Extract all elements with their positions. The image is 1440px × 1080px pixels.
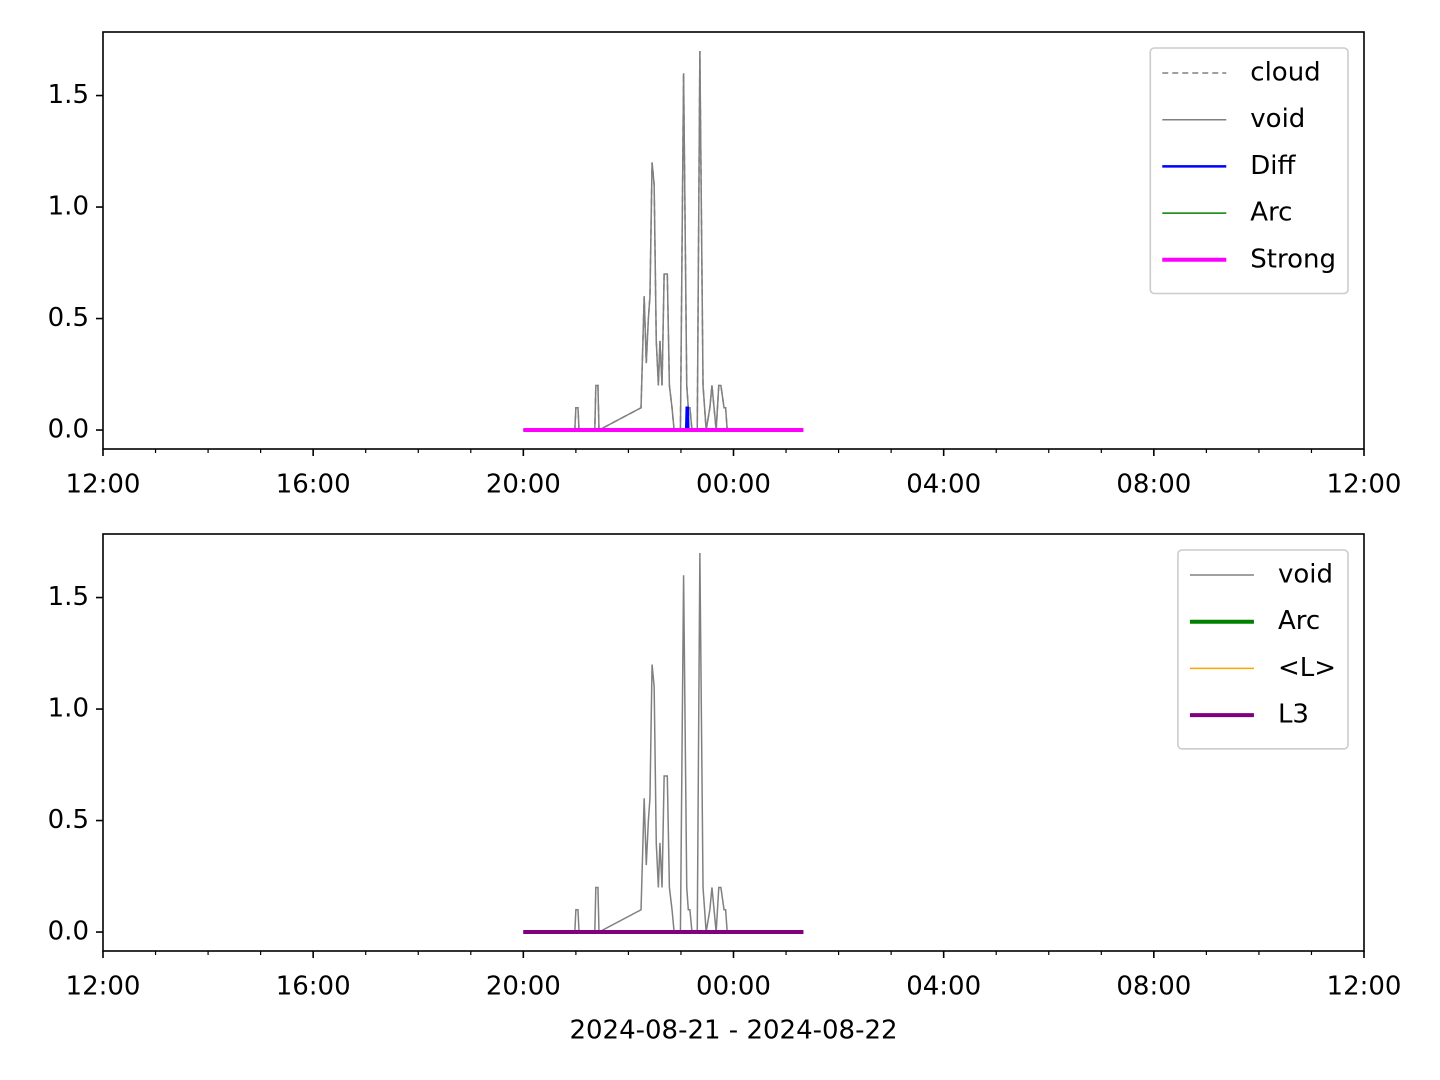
y-tick-label: 1.0 [48,192,89,222]
series-line [523,50,804,432]
x-tick-label: 20:00 [486,972,561,1002]
x-axis-label: 2024-08-21 - 2024-08-22 [569,1016,897,1046]
series-line [523,552,804,934]
axes-frame [102,533,1365,952]
legend-label: Arc [1250,198,1292,228]
y-tick-label: 1.0 [48,694,89,724]
x-tick-label: 08:00 [1116,470,1191,500]
x-tick-label: 12:00 [1327,470,1402,500]
legend: void Arc <L> L3 [1177,549,1349,750]
x-tick-label: 16:00 [276,470,351,500]
legend-label: Arc [1278,606,1320,636]
x-tick-label: 00:00 [696,972,771,1002]
legend-label: cloud [1250,58,1320,88]
legend: cloud void Diff Arc Strong [1149,47,1349,295]
series-line [684,406,690,431]
x-tick-label: 04:00 [906,470,981,500]
legend-label: <L> [1278,653,1336,683]
x-tick-label: 12:00 [66,972,141,1002]
x-tick-label: 08:00 [1116,972,1191,1002]
x-tick-label: 20:00 [486,470,561,500]
y-tick-label: 0.5 [48,303,89,333]
x-tick-label: 12:00 [1327,972,1402,1002]
y-tick-label: 0.0 [48,917,89,947]
y-tick-label: 1.5 [48,80,89,110]
legend-label: Diff [1250,151,1296,181]
legend-label: void [1278,560,1333,590]
legend-label: Strong [1250,244,1336,274]
legend-box [1149,47,1349,295]
y-tick-label: 1.5 [48,582,89,612]
x-tick-label: 00:00 [696,470,771,500]
y-tick-label: 0.5 [48,805,89,835]
x-tick-label: 12:00 [66,470,141,500]
legend-label: L3 [1278,700,1309,730]
legend-box [1177,549,1349,750]
x-tick-label: 04:00 [906,972,981,1002]
series-line [523,50,804,432]
legend-label: void [1250,104,1305,134]
y-tick-label: 0.0 [48,415,89,445]
x-tick-label: 16:00 [276,972,351,1002]
